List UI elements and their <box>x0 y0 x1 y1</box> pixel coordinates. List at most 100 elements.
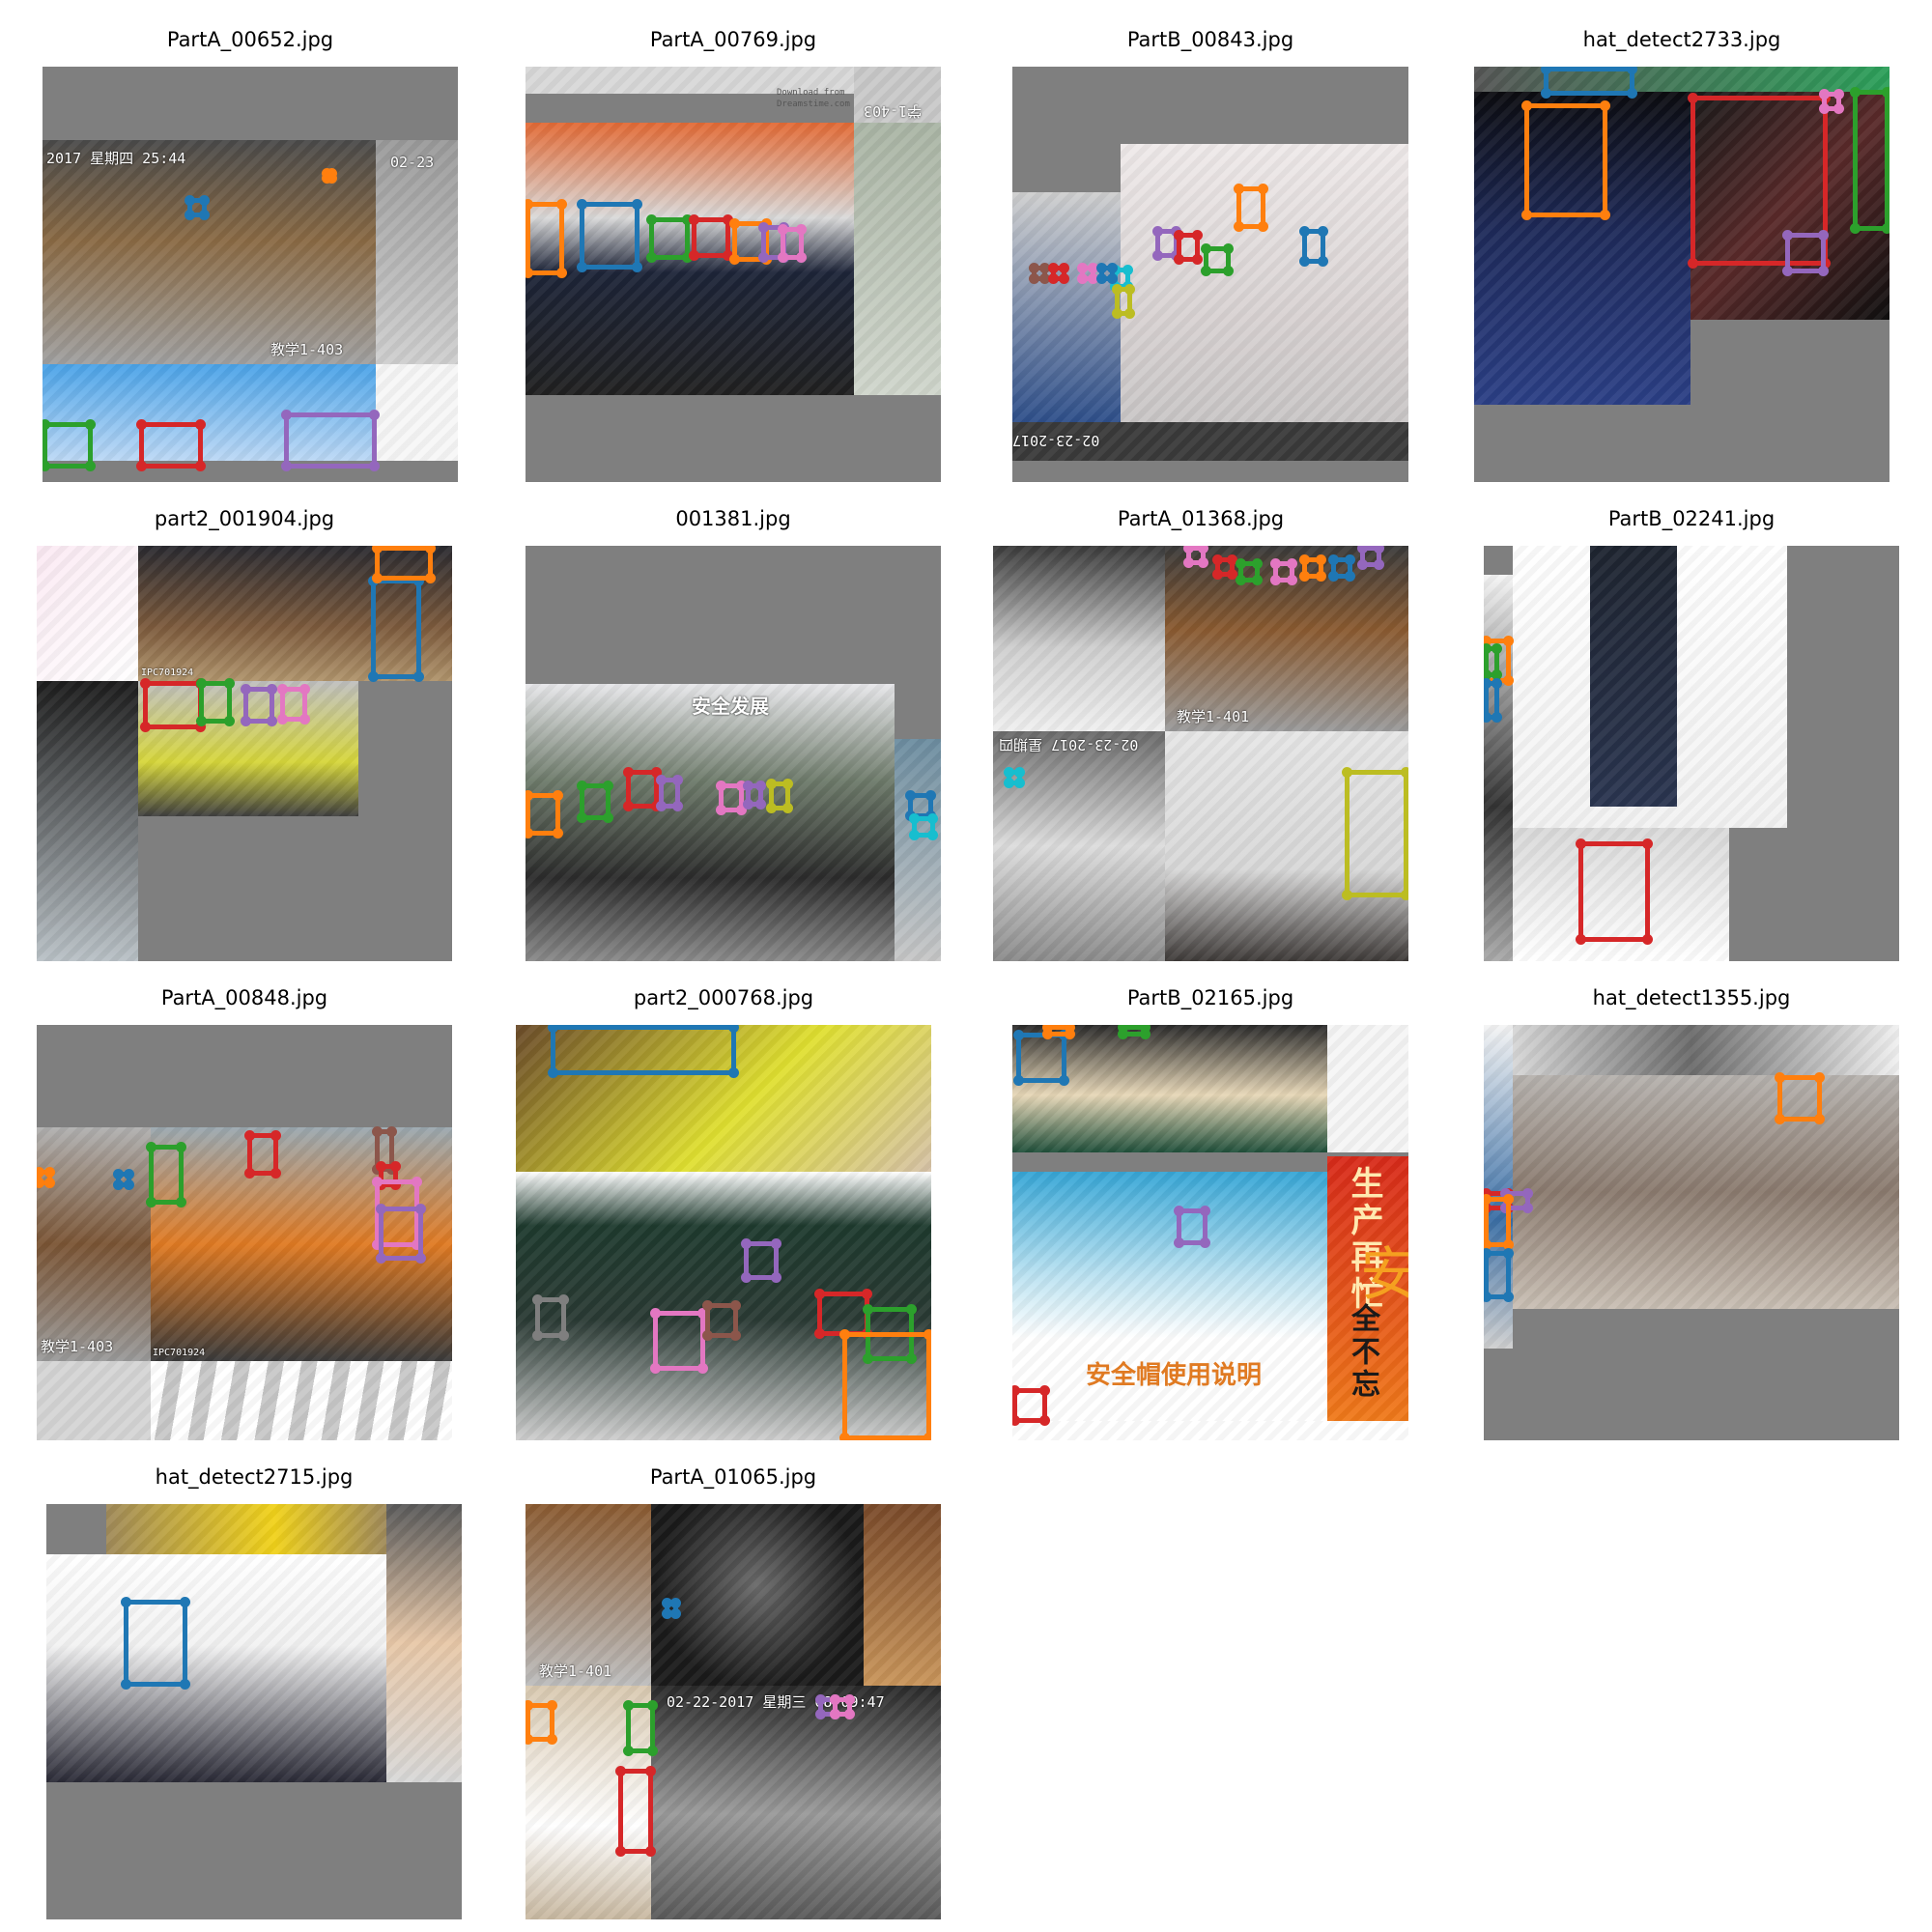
keypoint-marker <box>1818 266 1829 276</box>
keypoint-marker <box>1882 87 1889 98</box>
image-patch-gray <box>37 1361 151 1440</box>
keypoint-marker <box>662 1608 672 1619</box>
bounding-box-orange <box>1234 184 1268 232</box>
image-patch-face <box>1165 731 1408 961</box>
keypoint-marker <box>656 775 667 785</box>
keypoint-marker <box>603 781 613 791</box>
keypoint-marker <box>85 461 96 471</box>
bounding-box-green <box>623 1700 658 1756</box>
keypoint-marker <box>670 1608 681 1619</box>
keypoint-marker <box>1077 273 1088 284</box>
keypoint-marker <box>372 1177 383 1187</box>
bounding-box-blue <box>368 576 424 682</box>
tile-part2-001904: part2_001904.jpg IPC701924 <box>37 506 452 962</box>
keypoint-marker <box>1374 546 1384 554</box>
keypoint-marker <box>647 1700 658 1711</box>
room-overlay: 教学1-401 <box>539 1662 612 1680</box>
keypoint-marker <box>553 790 563 801</box>
keypoint-marker <box>1484 1248 1492 1259</box>
keypoint-marker <box>815 1694 826 1705</box>
keypoint-marker <box>923 1329 931 1340</box>
keypoint-marker <box>1212 554 1223 565</box>
bounding-box-blue <box>662 1598 681 1619</box>
image-patch-worker-portrait <box>1474 92 1690 405</box>
image-patch-cctv-room <box>993 731 1165 961</box>
keypoint-marker <box>1287 575 1297 585</box>
keypoint-marker <box>646 214 657 225</box>
keypoint-marker <box>1357 546 1368 554</box>
keypoint-marker <box>728 1067 739 1078</box>
keypoint-marker <box>650 1363 661 1374</box>
keypoint-marker <box>1299 256 1310 267</box>
keypoint-marker <box>815 1709 826 1719</box>
image-patch-street-crowd <box>526 684 895 961</box>
keypoint-marker <box>1198 557 1208 568</box>
bounding-box-orange <box>526 199 567 278</box>
image-patch-corridor-worker <box>1513 1075 1899 1309</box>
keypoint-marker <box>44 1178 55 1188</box>
bounding-box-orange <box>526 1700 557 1745</box>
keypoint-marker <box>1258 221 1268 232</box>
keypoint-marker <box>372 1239 383 1250</box>
keypoint-marker <box>723 250 733 261</box>
keypoint-marker <box>632 262 642 272</box>
tile-title: 001381.jpg <box>675 507 791 530</box>
keypoint-marker <box>905 790 916 801</box>
keypoint-marker <box>1140 1029 1151 1039</box>
watermark-text: Download from <box>777 88 845 98</box>
keypoint-marker <box>44 1167 55 1178</box>
bounding-box-orange <box>1521 100 1610 220</box>
keypoint-marker <box>577 812 587 823</box>
keypoint-marker <box>1688 93 1698 103</box>
keypoint-marker <box>1503 1292 1514 1302</box>
keypoint-marker <box>1882 223 1889 234</box>
keypoint-marker <box>532 1330 543 1341</box>
tile-parta-01368: PartA_01368.jpg 教学1-401 02-23-2017 星期四 <box>993 506 1408 962</box>
keypoint-marker <box>830 1709 840 1719</box>
bounding-box-blue <box>121 1597 190 1690</box>
image-patch-white-bottom <box>1012 1421 1408 1440</box>
bounding-box-olive <box>766 779 793 813</box>
keypoint-marker <box>925 790 936 801</box>
keypoint-marker <box>623 767 634 778</box>
keypoint-marker <box>1521 100 1532 111</box>
bounding-box-green <box>646 214 693 263</box>
tile-partb-02165: PartB_02165.jpg 安全帽使用说明 生产再忙 全不忘 安 <box>1012 985 1408 1441</box>
keypoint-marker <box>1174 254 1184 265</box>
keypoint-marker <box>1627 88 1637 99</box>
keypoint-marker <box>1522 1203 1533 1213</box>
keypoint-marker <box>771 1238 781 1249</box>
keypoint-marker <box>1576 838 1586 849</box>
keypoint-marker <box>140 722 151 732</box>
keypoint-marker <box>1642 838 1653 849</box>
keypoint-marker <box>241 716 251 726</box>
bounding-box-brown <box>702 1300 741 1341</box>
keypoint-marker <box>758 222 769 233</box>
bounding-box-red <box>623 767 662 811</box>
bounding-box-purple <box>241 684 277 726</box>
keypoint-marker <box>778 224 788 235</box>
camera-overlay: 02-23 <box>390 154 435 171</box>
tile-title: hat_detect1355.jpg <box>1592 986 1791 1009</box>
bounding-box-red <box>1012 1385 1050 1426</box>
tile-title: PartA_00848.jpg <box>160 986 328 1009</box>
bounding-box-red <box>1212 554 1237 580</box>
keypoint-marker <box>1316 554 1326 565</box>
keypoint-marker <box>672 801 683 811</box>
keypoint-marker <box>615 1766 626 1776</box>
bounding-box-blue <box>1484 1248 1514 1302</box>
keypoint-marker <box>1183 546 1194 554</box>
keypoint-marker <box>241 684 251 695</box>
keypoint-marker <box>728 1025 739 1033</box>
image-patch-workshop <box>386 1504 462 1782</box>
bounding-box-pink <box>716 781 747 815</box>
image-patch-worker <box>46 1554 386 1782</box>
tile-parta-01065: PartA_01065.jpg 教学1-401 02-22-2017 星期三 0… <box>526 1464 941 1920</box>
bounding-box-green <box>1236 558 1263 585</box>
keypoint-marker <box>647 1746 658 1756</box>
keypoint-marker <box>369 410 380 420</box>
keypoint-marker <box>1782 266 1793 276</box>
keypoint-marker <box>1484 1194 1492 1205</box>
keypoint-marker <box>1299 571 1310 582</box>
image-patch-classroom <box>516 1172 931 1440</box>
